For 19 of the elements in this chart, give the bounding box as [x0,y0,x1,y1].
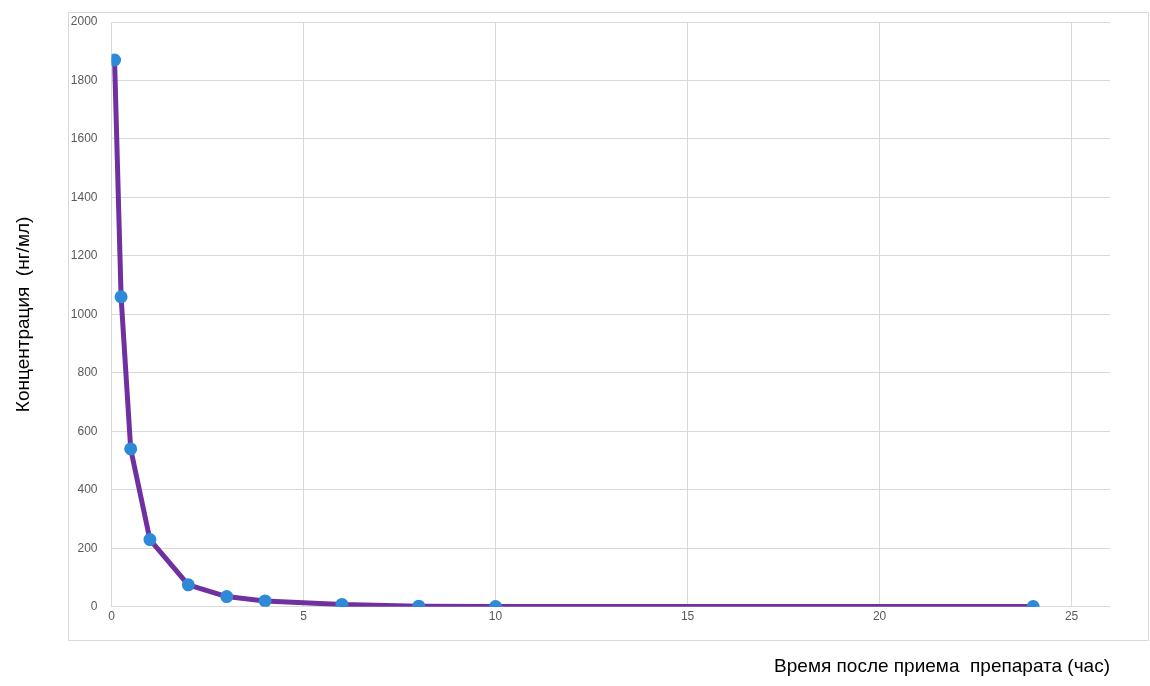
x-tick-label: 5 [300,609,308,624]
y-axis-title: Концентрация (нг/мл) [11,216,33,413]
y-tick-label: 400 [77,482,98,497]
y-tick-label: 0 [90,599,98,614]
y-tick-label: 2000 [70,14,98,29]
y-tick-label: 800 [77,365,98,380]
y-tick-label: 1200 [70,248,98,263]
x-tick-label: 15 [680,609,695,624]
y-tick-label: 200 [77,540,98,555]
x-tick-label: 20 [872,609,887,624]
y-tick-label: 1000 [70,306,98,321]
x-tick-label: 0 [108,609,116,624]
x-tick-label: 25 [1064,609,1079,624]
y-tick-label: 1400 [70,189,98,204]
y-tick-label: 1600 [70,131,98,146]
x-axis-title: Время после приема препарата (час) [774,654,1110,676]
y-tick-label: 1800 [70,72,98,87]
x-tick-label: 10 [488,609,503,624]
y-tick-label: 600 [77,423,98,438]
